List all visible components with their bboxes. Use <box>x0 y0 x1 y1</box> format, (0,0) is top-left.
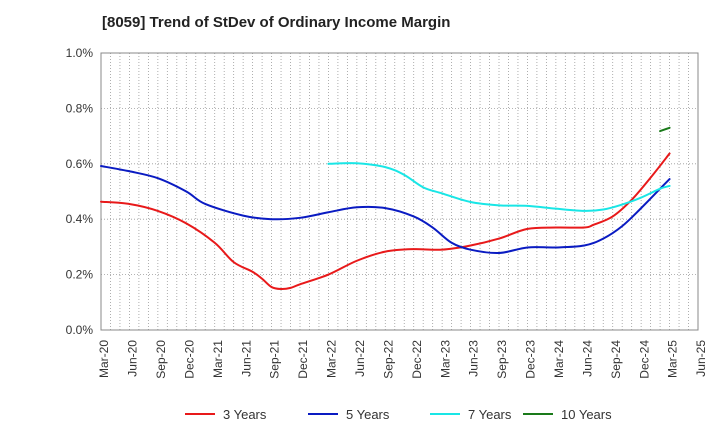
series-line-3 <box>327 162 671 212</box>
x-tick-label: Sep-20 <box>154 340 168 379</box>
x-tick-label: Dec-20 <box>182 340 196 379</box>
x-tick-label: Jun-24 <box>580 340 594 377</box>
legend-label-2: 5 Years <box>346 407 390 422</box>
x-tick-label: Jun-20 <box>126 340 140 377</box>
x-tick-label: Jun-25 <box>694 340 708 377</box>
series-line-2 <box>100 165 671 255</box>
x-tick-label: Mar-20 <box>97 340 111 378</box>
x-tick-label: Sep-22 <box>381 340 395 379</box>
x-tick-label: Dec-21 <box>296 340 310 379</box>
x-tick-label: Mar-21 <box>211 340 225 378</box>
x-tick-label: Dec-24 <box>637 340 651 379</box>
series-line-1 <box>100 152 671 291</box>
y-tick-label: 0.2% <box>66 268 94 282</box>
plot-area-border <box>100 52 699 331</box>
series-line-4 <box>659 126 671 133</box>
y-tick-label: 0.6% <box>66 157 94 171</box>
x-tick-label: Sep-24 <box>609 340 623 379</box>
legend-label-3: 7 Years <box>468 407 512 422</box>
legend-label-4: 10 Years <box>561 407 612 422</box>
x-tick-label: Jun-21 <box>239 340 253 377</box>
x-tick-label: Mar-24 <box>552 340 566 378</box>
legend-label-1: 3 Years <box>223 407 267 422</box>
x-tick-label: Mar-25 <box>666 340 680 378</box>
y-tick-label: 0.0% <box>66 323 94 337</box>
x-tick-label: Dec-22 <box>410 340 424 379</box>
chart-title: [8059] Trend of StDev of Ordinary Income… <box>102 14 451 31</box>
y-tick-label: 1.0% <box>66 46 94 60</box>
y-tick-label: 0.8% <box>66 101 94 115</box>
x-tick-label: Sep-23 <box>495 340 509 379</box>
x-tick-label: Jun-22 <box>353 340 367 377</box>
x-tick-label: Sep-21 <box>268 340 282 379</box>
x-tick-label: Jun-23 <box>467 340 481 377</box>
x-tick-label: Mar-22 <box>325 340 339 378</box>
x-tick-label: Dec-23 <box>524 340 538 379</box>
x-tick-label: Mar-23 <box>438 340 452 378</box>
y-tick-label: 0.4% <box>66 212 94 226</box>
